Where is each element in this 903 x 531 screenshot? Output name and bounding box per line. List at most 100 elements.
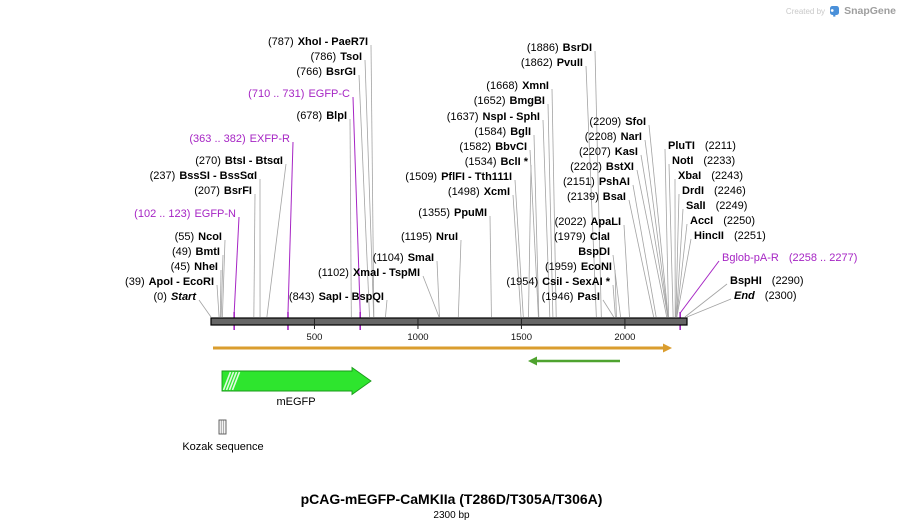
cds-hatch <box>225 371 235 391</box>
callout-line <box>602 299 615 318</box>
site-position: (2207) <box>578 146 611 158</box>
site-label-smai[interactable]: (1104) SmaI <box>373 252 434 265</box>
callout-line <box>551 88 557 318</box>
callout-line <box>675 193 680 318</box>
site-name: BbvCI <box>495 141 527 153</box>
site-label-nhei[interactable]: (45) NheI <box>171 261 218 274</box>
site-label-xbai[interactable]: XbaI (2243) <box>678 170 743 183</box>
site-label-bmgbi[interactable]: (1652) BmgBI <box>474 95 545 108</box>
callout-line <box>287 141 294 314</box>
site-label-end[interactable]: End (2300) <box>734 290 797 303</box>
site-position: (2250) <box>723 215 756 227</box>
cds-megfp-arrow[interactable] <box>221 366 372 396</box>
site-position: (2251) <box>733 230 766 242</box>
site-name: HincII <box>694 230 724 242</box>
site-label-nspi-sphi[interactable]: (1637) NspI - SphI <box>447 111 540 124</box>
site-label-econi[interactable]: (1959) EcoNI <box>545 261 612 274</box>
site-label-sali[interactable]: SalI (2249) <box>686 200 747 213</box>
callout-line <box>668 163 674 318</box>
site-label-egfp-c[interactable]: (710 .. 731) EGFP-C <box>248 88 350 101</box>
site-label-bsrgi[interactable]: (766) BsrGI <box>296 66 356 79</box>
callout-line <box>547 103 554 318</box>
site-label-bgli[interactable]: (1584) BglI <box>474 126 531 139</box>
site-label-xcmi[interactable]: (1498) XcmI <box>448 186 510 199</box>
site-label-kasi[interactable]: (2207) KasI <box>579 146 638 159</box>
ruler-label: 1000 <box>407 332 428 343</box>
site-label-bmti[interactable]: (49) BmtI <box>172 246 220 259</box>
cds-hatch <box>228 371 238 391</box>
site-label-btsi-bts-i[interactable]: (270) BtsI - BtsαI <box>195 155 283 168</box>
site-label-start[interactable]: (0) Start <box>153 291 196 304</box>
callout-line <box>352 96 361 314</box>
site-name: ClaI <box>589 231 610 243</box>
site-name: NruI <box>436 231 458 243</box>
site-label-tsoi[interactable]: (786) TsoI <box>311 51 362 64</box>
site-label-bglob-pa-r[interactable]: Bglob-pA-R (2258 .. 2277) <box>722 252 857 265</box>
callout-line <box>664 148 669 318</box>
callout-line <box>542 119 551 318</box>
site-position: (2208) <box>584 131 617 143</box>
site-label-nari[interactable]: (2208) NarI <box>585 131 642 144</box>
site-label-csii-sexai[interactable]: (1954) CsiI - SexAI * <box>506 276 610 289</box>
site-label-ncoi[interactable]: (55) NcoI <box>175 231 222 244</box>
site-position: (363 .. 382) <box>189 133 246 145</box>
site-label-bsrfi[interactable]: (207) BsrFI <box>194 185 252 198</box>
watermark-brand-label: SnapGene <box>844 5 896 17</box>
site-label-bsssi-bsss-i[interactable]: (237) BssSI - BssSαI <box>150 170 257 183</box>
site-label-egfp-n[interactable]: (102 .. 123) EGFP-N <box>134 208 236 221</box>
site-label-xmni[interactable]: (1668) XmnI <box>486 80 549 93</box>
site-name: NotI <box>672 155 694 167</box>
kozak-mark[interactable] <box>218 419 227 435</box>
site-label-apoi-ecori[interactable]: (39) ApoI - EcoRI <box>125 276 214 289</box>
site-name: DrdI <box>682 185 704 197</box>
site-position: (1582) <box>459 141 492 153</box>
cds-megfp-label: mEGFP <box>276 396 316 408</box>
callout-line <box>594 50 602 318</box>
site-label-nrui[interactable]: (1195) NruI <box>401 231 458 244</box>
callout-line <box>216 284 220 318</box>
site-label-bsphi[interactable]: BspHI (2290) <box>730 275 804 288</box>
site-label-blpi[interactable]: (678) BlpI <box>297 110 347 123</box>
site-position: (2139) <box>566 191 599 203</box>
watermark-created-by-label: Created by <box>785 6 826 16</box>
site-label-pvuii[interactable]: (1862) PvuII <box>521 57 583 70</box>
callout-line <box>266 163 287 318</box>
site-name: BspHI <box>730 275 762 287</box>
site-position: (1652) <box>473 95 506 107</box>
site-label-sfoi[interactable]: (2209) SfoI <box>589 116 646 129</box>
site-label-xmai-tspmi[interactable]: (1102) XmaI - TspMI <box>318 267 420 280</box>
site-position: (2249) <box>715 200 748 212</box>
site-label-bsrdi[interactable]: (1886) BsrDI <box>527 42 592 55</box>
site-label-noti[interactable]: NotI (2233) <box>672 155 735 168</box>
site-label-bsai[interactable]: (2139) BsaI <box>567 191 626 204</box>
site-name: BlpI <box>326 110 347 122</box>
site-label-xhoi-paer7i[interactable]: (787) XhoI - PaeR7I <box>268 36 368 49</box>
site-label-hincii[interactable]: HincII (2251) <box>694 230 766 243</box>
site-label-bcli[interactable]: (1534) BclI * <box>465 156 528 169</box>
callout-line <box>632 184 657 318</box>
site-label-exfp-r[interactable]: (363 .. 382) EXFP-R <box>189 133 290 146</box>
site-name: BtsI - BtsαI <box>224 155 283 167</box>
site-position: (2243) <box>711 170 744 182</box>
site-label-clai[interactable]: (1979) ClaI <box>554 231 610 244</box>
sequence-bar[interactable] <box>210 317 688 326</box>
site-label-pflfi-tth111i[interactable]: (1509) PflFI - Tth111I <box>405 171 512 184</box>
callout-line <box>684 283 728 318</box>
site-label-bbvci[interactable]: (1582) BbvCI <box>459 141 527 154</box>
site-label-pluti[interactable]: PluTI (2211) <box>668 140 736 153</box>
site-name: BmtI <box>195 246 220 258</box>
site-label-bstxi[interactable]: (2202) BstXI <box>570 161 634 174</box>
callout-line <box>512 194 522 318</box>
site-label-acci[interactable]: AccI (2250) <box>690 215 755 228</box>
site-label-sapi-bspqi[interactable]: (843) SapI - BspQI <box>289 291 384 304</box>
site-label-bspdi[interactable]: BspDI <box>578 246 610 259</box>
site-label-pshai[interactable]: (2151) PshAI <box>563 176 630 189</box>
site-label-drdi[interactable]: DrdI (2246) <box>682 185 746 198</box>
site-label-ppumi[interactable]: (1355) PpuMI <box>418 207 487 220</box>
site-name: NheI <box>194 261 218 273</box>
callout-line <box>514 179 524 318</box>
site-label-apali[interactable]: (2022) ApaLI <box>555 216 621 229</box>
callout-line <box>253 193 256 318</box>
site-label-pasi[interactable]: (1946) PasI <box>542 291 600 304</box>
